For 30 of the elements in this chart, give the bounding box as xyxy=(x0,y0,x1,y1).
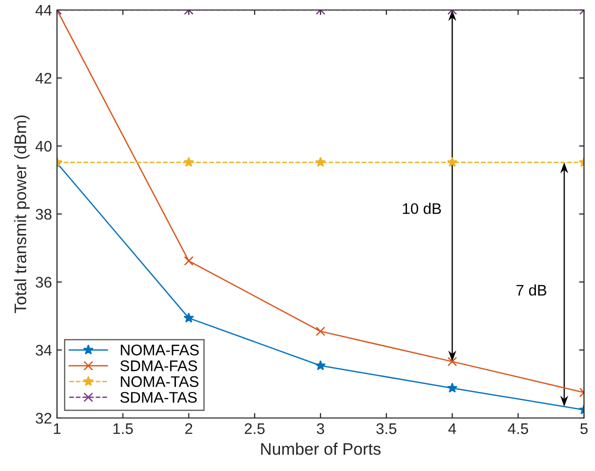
x-tick-label: 3.5 xyxy=(376,423,396,434)
y-tick-label: 32 xyxy=(36,412,52,424)
x-tick-label: 1.5 xyxy=(113,423,133,434)
x-tick-label: 3 xyxy=(316,423,324,434)
y-tick-label: 42 xyxy=(36,72,52,84)
point xyxy=(316,326,326,336)
x-tick-label: 4 xyxy=(448,423,456,434)
x-tick-label: 2 xyxy=(185,423,192,434)
y-tick-label: 34 xyxy=(36,344,52,356)
x-tick-label: 5 xyxy=(580,423,588,434)
legend-label: NOMA-TAS xyxy=(120,376,198,387)
x-tick-label: 1 xyxy=(54,423,61,434)
point xyxy=(184,256,194,266)
annotation: 7 dB xyxy=(516,284,546,296)
y-tick-label: 38 xyxy=(36,208,52,220)
y-tick-label: 44 xyxy=(36,5,52,16)
y-tick-label: 40 xyxy=(36,140,52,152)
legend-label: NOMA-FAS xyxy=(120,344,199,356)
x-axis-title: Number of Ports xyxy=(261,442,381,455)
point xyxy=(315,360,326,370)
legend-label: SDMA-TAS xyxy=(120,392,197,403)
x-tick-label: 2.5 xyxy=(244,423,265,434)
point xyxy=(447,356,458,366)
point xyxy=(184,312,194,323)
y-tick-label: 36 xyxy=(36,276,52,288)
legend-label: SDMA-FAS xyxy=(120,360,198,372)
y-axis-title: Total transmit power (dBm) xyxy=(14,115,30,314)
x-tick-label: 4.5 xyxy=(508,423,528,434)
annotation: 10 dB xyxy=(402,202,441,214)
point xyxy=(447,382,458,393)
